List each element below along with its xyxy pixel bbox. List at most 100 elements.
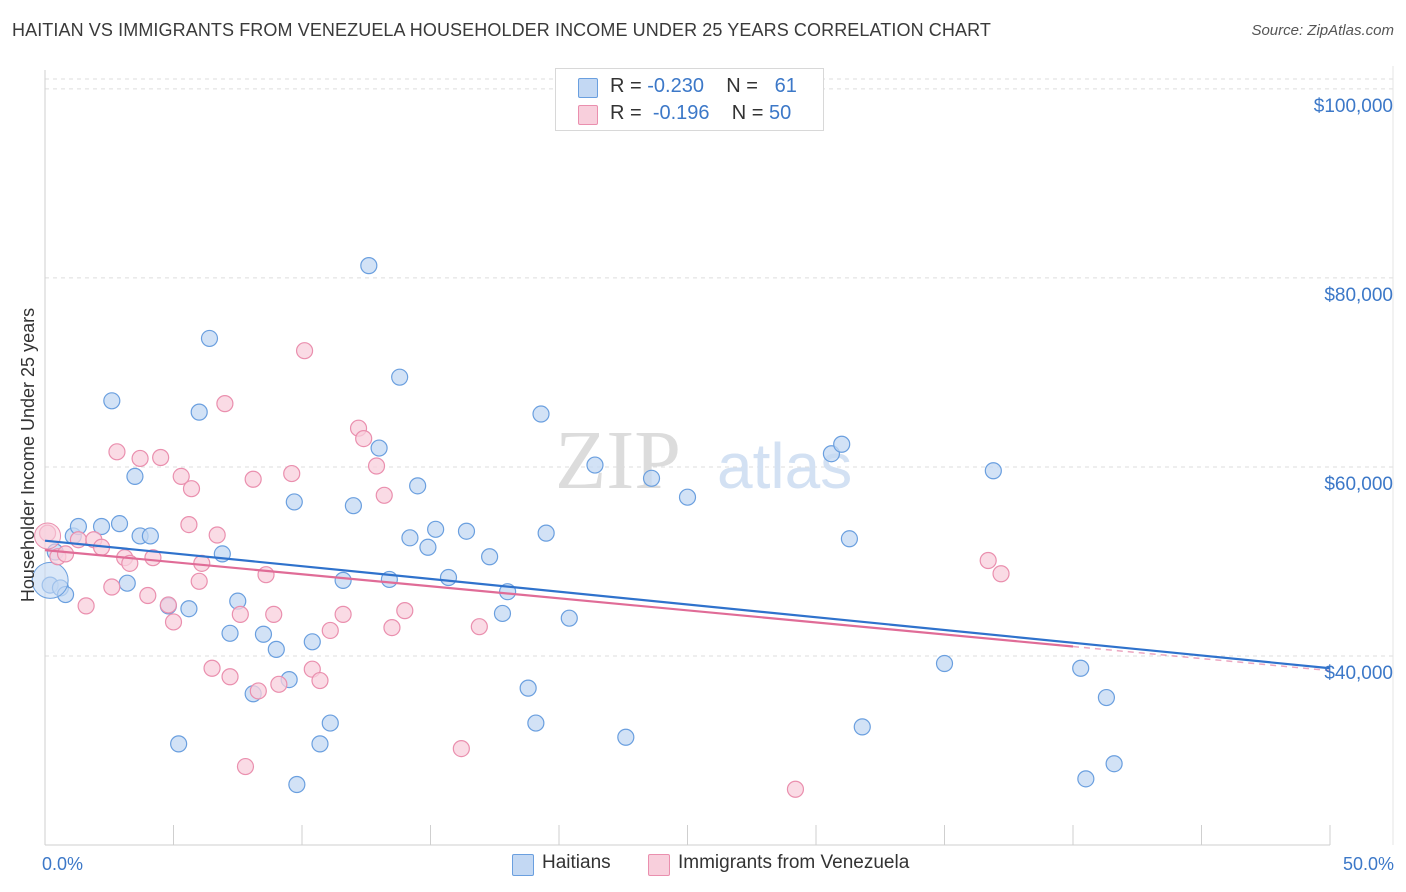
data-point	[180, 516, 198, 534]
data-point	[334, 571, 352, 589]
data-point	[231, 605, 249, 623]
data-point	[126, 467, 144, 486]
data-point	[1105, 755, 1123, 773]
data-point	[427, 520, 445, 538]
data-point	[172, 467, 190, 486]
data-point	[840, 530, 859, 548]
chart-title: HAITIAN VS IMMIGRANTS FROM VENEZUELA HOU…	[12, 20, 991, 40]
y-tick-label: $40,000	[1324, 663, 1393, 684]
data-point-cluster	[31, 561, 69, 599]
data-point	[303, 633, 321, 651]
data-point	[203, 659, 221, 677]
legend-n-value: 50	[769, 102, 792, 124]
data-point	[452, 739, 470, 758]
data-point	[984, 462, 1002, 480]
stats-legend: R = -0.230 N = 61 R = -0.196 N = 50	[555, 68, 824, 131]
data-point	[419, 538, 437, 556]
data-point	[344, 497, 362, 515]
legend-swatch-haitians	[578, 78, 598, 98]
data-point	[1072, 659, 1090, 677]
x-tick-label: 0.0%	[42, 854, 83, 874]
data-point	[110, 515, 129, 533]
data-point	[288, 775, 306, 794]
watermark-zip: ZIP	[555, 414, 681, 507]
source-label: Source: ZipAtlas.com	[1251, 22, 1394, 39]
data-point	[560, 609, 578, 627]
data-point	[254, 625, 273, 643]
data-point	[642, 469, 661, 487]
data-point	[470, 618, 488, 636]
data-point	[1077, 770, 1095, 788]
data-point	[481, 548, 499, 566]
data-point	[164, 613, 183, 631]
data-point	[244, 470, 262, 488]
bottom-legend-swatch-venezuela	[648, 854, 670, 876]
y-tick-labels: $40,000 $60,000 $80,000 $100,000	[1314, 96, 1393, 684]
data-point	[786, 780, 805, 798]
data-point	[519, 679, 537, 697]
y-tick-label: $80,000	[1324, 285, 1393, 306]
bottom-legend-swatch-haitians	[512, 854, 534, 876]
data-point	[180, 600, 198, 618]
legend-n-label: N =	[731, 102, 770, 124]
data-point	[139, 586, 157, 605]
data-point	[311, 671, 329, 690]
data-point	[396, 602, 414, 620]
data-point	[131, 449, 149, 468]
data-point	[221, 668, 239, 686]
watermark-atlas: atlas	[717, 430, 852, 502]
data-point	[493, 604, 512, 623]
data-point	[375, 486, 393, 504]
data-point	[249, 682, 267, 700]
data-point	[409, 477, 427, 495]
data-point-cluster	[34, 522, 62, 550]
legend-r-value: -0.230	[647, 75, 704, 97]
data-point	[283, 464, 301, 483]
data-point	[527, 714, 545, 732]
x-tick-label: 50.0%	[1343, 854, 1394, 874]
data-point	[208, 526, 226, 544]
data-point	[992, 565, 1010, 583]
data-point	[334, 605, 352, 623]
data-point	[257, 566, 275, 584]
data-point	[321, 621, 339, 640]
legend-swatch-venezuela	[578, 105, 598, 125]
data-point	[170, 735, 188, 753]
data-point	[537, 524, 555, 542]
legend-r-label: R =	[610, 75, 648, 97]
data-point	[265, 605, 283, 623]
data-point	[77, 597, 95, 615]
data-point	[236, 757, 255, 776]
bottom-legend-label-venezuela: Immigrants from Venezuela	[678, 852, 910, 873]
data-point	[200, 329, 219, 348]
data-point	[159, 596, 177, 614]
data-point	[190, 572, 208, 590]
data-point	[391, 368, 409, 386]
legend-n-value: 61	[774, 75, 797, 97]
legend-r-value: -0.196	[652, 102, 710, 124]
data-point	[367, 457, 386, 475]
legend-n-label: N =	[726, 75, 764, 97]
bottom-legend-label-haitians: Haitians	[542, 852, 611, 873]
data-point	[457, 522, 476, 540]
axes	[44, 66, 1394, 846]
data-point	[678, 488, 697, 506]
data-point	[979, 551, 997, 570]
data-point	[321, 714, 339, 732]
data-point	[360, 257, 378, 275]
data-point	[311, 735, 329, 753]
data-point	[833, 435, 851, 453]
data-point	[853, 718, 871, 736]
data-point	[216, 395, 234, 413]
data-point	[295, 342, 314, 360]
data-point	[270, 675, 288, 693]
data-point	[355, 429, 373, 448]
trend-lines	[44, 539, 1331, 672]
data-point	[56, 545, 75, 563]
data-point	[285, 493, 303, 511]
data-point	[617, 728, 635, 746]
data-point	[532, 405, 550, 423]
data-point	[935, 654, 954, 673]
legend-r-label: R =	[610, 102, 648, 124]
data-point	[103, 392, 121, 410]
